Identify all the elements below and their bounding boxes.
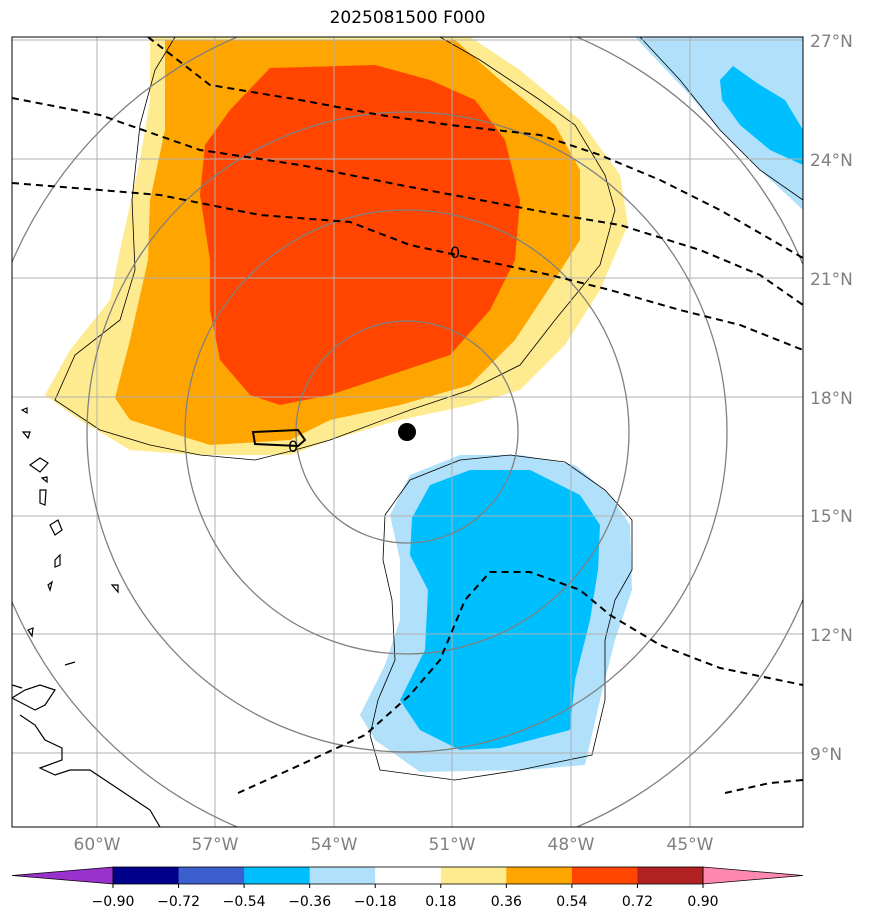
lon-label: 51°W <box>429 835 476 855</box>
solid-contour <box>251 428 307 448</box>
colorbar-tick-label: −0.18 <box>354 894 397 910</box>
lat-label: 18°N <box>810 389 853 409</box>
colorbar-tick-label: −0.90 <box>92 894 135 910</box>
lon-label: 48°W <box>548 835 595 855</box>
colorbar-tick-label: −0.54 <box>223 894 266 910</box>
colorbar-tick-label: −0.36 <box>288 894 331 910</box>
map-area: 0 0 <box>12 37 803 827</box>
colorbar-tick-label: 0.18 <box>425 894 456 910</box>
colorbar-segment <box>375 867 442 884</box>
lon-label: 57°W <box>192 835 239 855</box>
lat-label: 21°N <box>810 270 853 290</box>
thin-contours <box>54 37 803 781</box>
lon-label: 45°W <box>667 835 714 855</box>
shade-neg-0.36 <box>400 470 600 750</box>
colorbar-segment <box>571 867 638 884</box>
graticule <box>12 37 803 827</box>
negative-anomaly-region <box>360 37 803 772</box>
shade-ne-neg-0.18 <box>635 37 803 210</box>
colorbar-segment <box>309 867 376 884</box>
colorbar-tick-label: −0.72 <box>157 894 200 910</box>
lat-label: 27°N <box>810 32 853 52</box>
colorbar-tick-label: 0.36 <box>491 894 522 910</box>
positive-anomaly-region <box>45 37 628 455</box>
shade-ne-neg-0.36 <box>720 66 803 165</box>
colorbar-ticks: −0.90 −0.72 −0.54 −0.36 −0.18 0.18 0.36 0.54 0.7… <box>92 884 719 910</box>
coastlines <box>12 407 161 827</box>
storm-center-marker <box>398 423 416 441</box>
colorbar-tick-label: 0.72 <box>622 894 653 910</box>
lon-label: 54°W <box>311 835 358 855</box>
colorbar-tick-label: 0.90 <box>687 894 718 910</box>
contour-label-small: 0 <box>288 437 298 456</box>
range-rings <box>12 37 803 827</box>
shade-0.54 <box>200 65 520 405</box>
map-title: 2025081500 F000 <box>329 8 486 28</box>
lat-label: 9°N <box>810 745 842 765</box>
lat-label: 15°N <box>810 507 853 527</box>
colorbar-segment <box>244 867 311 884</box>
colorbar-tick-label: 0.54 <box>556 894 587 910</box>
colorbar-segment <box>440 867 507 884</box>
colorbar-extend-low <box>11 866 114 885</box>
dashed-isolines <box>12 37 803 794</box>
colorbar-frame <box>112 866 704 885</box>
lat-label: 12°N <box>810 626 853 646</box>
colorbar <box>11 866 804 885</box>
contour-label: 0 <box>450 243 460 262</box>
lat-label: 24°N <box>810 151 853 171</box>
colorbar-segment <box>178 867 245 884</box>
colorbar-extend-high <box>702 866 804 885</box>
colorbar-segment <box>506 867 573 884</box>
colorbar-segment <box>113 867 180 884</box>
lon-labels: 60°W 57°W 54°W 51°W 48°W 45°W <box>74 835 714 855</box>
lat-labels: 27°N 24°N 21°N 18°N 15°N 12°N 9°N <box>810 32 853 765</box>
map-frame <box>11 36 804 828</box>
colorbar-segment <box>637 867 704 884</box>
lon-label: 60°W <box>74 835 121 855</box>
